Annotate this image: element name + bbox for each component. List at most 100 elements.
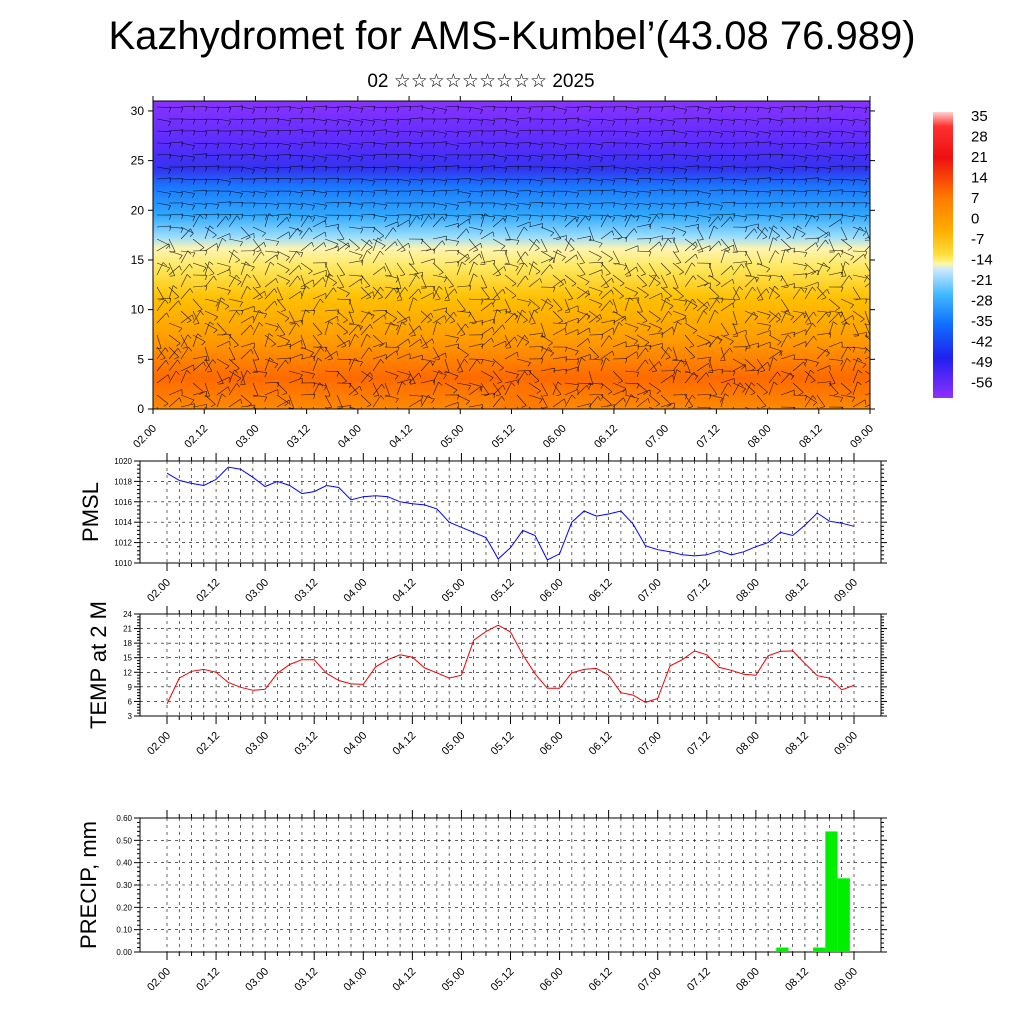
colorbar-label: 28	[971, 129, 988, 146]
colorbar-label: -49	[971, 354, 993, 371]
precip-x-tick-label: 07.00	[636, 966, 664, 994]
pmsl-y-tick-label: 1016	[114, 498, 132, 507]
precip-x-tick-label: 04.00	[341, 966, 369, 994]
heat-x-tick-label: 08.00	[746, 423, 774, 451]
temp2m-y-tick-label: 3	[128, 712, 133, 721]
precip-bar	[825, 831, 838, 952]
colorbar-ramp	[933, 112, 953, 398]
pmsl-x-tick-label: 04.12	[391, 577, 419, 605]
colorbar-label: -21	[971, 272, 993, 289]
temp2m-y-tick-label: 15	[123, 654, 132, 663]
temp2m-y-tick-label: 9	[128, 683, 133, 692]
precip-x-tick-label: 08.12	[783, 966, 811, 994]
precip-y-tick-label: 0.40	[116, 859, 132, 868]
pmsl-x-tick-label: 07.00	[636, 577, 664, 605]
warm-plume	[465, 289, 586, 409]
pmsl-y-axis-label: PMSL	[78, 482, 103, 542]
heat-y-tick-label: 25	[131, 154, 145, 168]
heat-x-tick-label: 07.00	[643, 423, 671, 451]
pmsl-y-tick-label: 1020	[114, 457, 132, 466]
pmsl-x-tick-label: 02.12	[194, 577, 222, 605]
heat-x-tick-label: 08.12	[797, 423, 825, 451]
heat-x-tick-label: 02.12	[182, 423, 210, 451]
precip-y-tick-label: 0.30	[116, 881, 132, 890]
temp2m-x-tick-label: 03.12	[292, 730, 320, 758]
temp2m-x-tick-label: 04.12	[391, 730, 419, 758]
heat-x-tick-label: 03.00	[234, 423, 262, 451]
temp2m-x-tick-label: 05.12	[489, 730, 517, 758]
pmsl-x-tick-label: 07.12	[685, 577, 713, 605]
precip-x-tick-label: 05.12	[489, 966, 517, 994]
heat-x-tick-label: 04.00	[336, 423, 364, 451]
precip-x-tick-label: 05.00	[440, 966, 468, 994]
colorbar-label: -14	[971, 252, 993, 269]
pmsl-x-tick-label: 08.00	[734, 577, 762, 605]
pmsl-x-tick-label: 06.00	[538, 577, 566, 605]
colorbar: 35 28 21 14 7 0 -7 -14 -21 -28 -35 -42 -49 -56	[933, 108, 993, 398]
temp2m-series-line	[166, 624, 855, 705]
pmsl-x-tick-label: 05.00	[440, 577, 468, 605]
colorbar-label: -35	[971, 313, 993, 330]
precip-grid	[140, 818, 881, 952]
pmsl-series-line	[166, 466, 855, 561]
precip-x-tick-label: 02.12	[194, 966, 222, 994]
pmsl-y-tick-label: 1018	[114, 477, 132, 486]
heat-y-tick-label: 0	[137, 402, 144, 416]
heatmap-field	[153, 101, 870, 409]
heat-y-tick-label: 15	[131, 253, 145, 267]
precip-x-tick-label: 06.00	[538, 966, 566, 994]
precip-x-tick-label: 07.12	[685, 966, 713, 994]
temp2m-y-tick-label: 24	[123, 610, 132, 619]
precip-x-tick-label: 02.00	[145, 966, 173, 994]
temp2m-x-tick-label: 09.00	[832, 730, 860, 758]
colorbar-label: -42	[971, 334, 993, 351]
colorbar-label: 7	[971, 190, 979, 207]
temp2m-x-tick-label: 02.00	[145, 730, 173, 758]
pmsl-panel: 02.00 02.12 03.00 03.12 04.00 04.12 05.00 05.12…	[78, 453, 887, 605]
pmsl-x-tick-label: 08.12	[783, 577, 811, 605]
precip-y-tick-label: 0.10	[116, 926, 132, 935]
precip-x-tick-label: 09.00	[832, 966, 860, 994]
pmsl-y-tick-label: 1010	[114, 559, 132, 568]
temp2m-x-tick-label: 06.12	[587, 730, 615, 758]
heat-x-tick-label: 05.00	[438, 423, 466, 451]
temperature-cross-section-panel: 0 5 10 15 20 25 30 02.00 02.12 03.00 03.12 04.00 04.…	[131, 96, 876, 451]
temp2m-y-tick-label: 18	[123, 639, 132, 648]
temp2m-x-tick-label: 05.00	[440, 730, 468, 758]
precip-bar	[776, 947, 789, 952]
heat-y-tick-label: 20	[131, 203, 145, 217]
temp2m-x-tick-label: 07.00	[636, 730, 664, 758]
colorbar-label: -56	[971, 375, 993, 392]
pmsl-x-tick-label: 09.00	[832, 577, 860, 605]
heat-x-tick-label: 09.00	[848, 423, 876, 451]
heat-y-tick-label: 30	[131, 104, 145, 118]
precip-y-tick-label: 0.20	[116, 903, 132, 912]
temp2m-x-tick-label: 03.00	[243, 730, 271, 758]
precip-x-tick-label: 03.12	[292, 966, 320, 994]
precip-y-tick-label: 0.50	[116, 836, 132, 845]
pmsl-x-tick-label: 03.12	[292, 577, 320, 605]
temp2m-y-tick-label: 21	[123, 625, 132, 634]
chart-title: Kazhydromet for AMS-Kumbel’(43.08 76.989…	[108, 14, 916, 58]
precip-x-tick-label: 03.00	[243, 966, 271, 994]
colorbar-label: 0	[971, 211, 979, 228]
temp2m-y-tick-label: 12	[123, 668, 132, 677]
pmsl-x-tick-label: 06.12	[587, 577, 615, 605]
temp2m-panel: 02.00 02.12 03.00 03.12 04.00 04.12 05.00 05.12…	[86, 601, 887, 758]
precip-y-tick-label: 0.60	[116, 814, 132, 823]
pmsl-x-tick-label: 04.00	[341, 577, 369, 605]
temp2m-x-tick-label: 08.12	[783, 730, 811, 758]
temp2m-x-tick-label: 08.00	[734, 730, 762, 758]
colorbar-label: -7	[971, 231, 984, 248]
pmsl-x-tick-label: 05.12	[489, 577, 517, 605]
precip-panel: 02.00 02.12 03.00 03.12 04.00 04.12 05.00 05.12…	[76, 810, 887, 994]
colorbar-label: 21	[971, 149, 988, 166]
heat-y-tick-label: 10	[131, 303, 145, 317]
heat-x-tick-label: 05.12	[490, 423, 518, 451]
heat-x-tick-label: 02.00	[131, 423, 159, 451]
temp2m-x-tick-label: 02.12	[194, 730, 222, 758]
precip-x-tick-label: 04.12	[391, 966, 419, 994]
precip-x-tick-label: 08.00	[734, 966, 762, 994]
chart-subtitle: 02 ☆☆☆☆☆☆☆☆☆ 2025	[367, 71, 595, 92]
